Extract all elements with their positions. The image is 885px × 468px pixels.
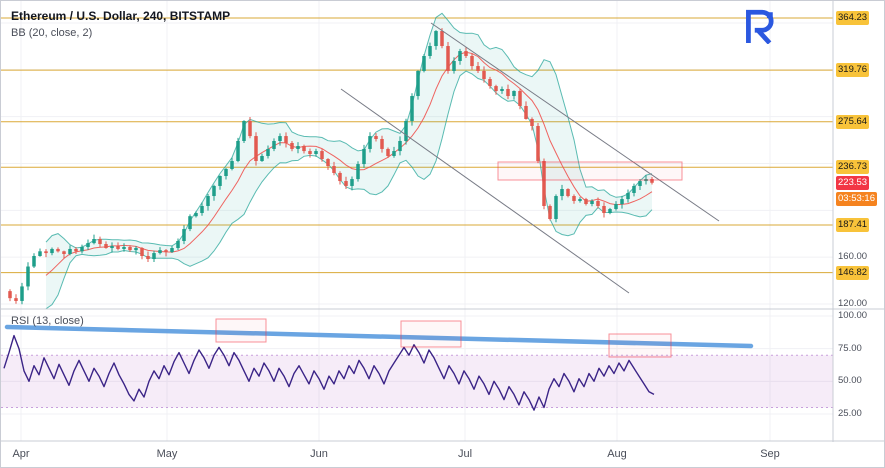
rsi-tick-label: 25.00 — [838, 408, 862, 419]
rsi-rectangles[interactable] — [215, 318, 672, 358]
rsi-plot — [3, 334, 655, 411]
bollinger-bands — [45, 12, 653, 309]
bb-indicator-label[interactable]: BB (20, close, 2) — [11, 27, 93, 39]
rsi-band — [1, 354, 833, 408]
price-line-label: 236.73 — [836, 160, 870, 174]
countdown-label: 03:53:16 — [836, 192, 877, 206]
price-line-label: 319.76 — [836, 63, 870, 77]
price-line-label: 187.41 — [836, 218, 870, 232]
time-label: Jul — [457, 448, 473, 460]
rsi-tick-label: 100.00 — [838, 310, 868, 321]
time-label: Apr — [12, 448, 30, 460]
time-label: Sep — [760, 448, 780, 460]
broker-logo — [743, 8, 775, 45]
rsi-tick-label: 75.00 — [838, 343, 862, 354]
price-line-label: 364.23 — [836, 11, 870, 25]
symbol-title[interactable]: Ethereum / U.S. Dollar, 240, BITSTAMP — [11, 9, 231, 23]
candles — [8, 28, 654, 305]
grid — [1, 1, 833, 441]
horizontal-price-lines[interactable] — [1, 17, 833, 274]
broker-logo-icon — [746, 9, 774, 45]
time-label: May — [156, 448, 178, 460]
price-axis[interactable]: 364.23 319.76 275.64 236.73 187.41 146.82 160.… — [834, 1, 884, 441]
price-line-label: 275.64 — [836, 115, 870, 129]
trend-lines[interactable] — [340, 22, 720, 294]
time-axis[interactable]: Apr May Jun Jul Aug Sep — [1, 442, 884, 467]
time-label: Jun — [310, 448, 328, 460]
rsi-tick-label: 50.00 — [838, 375, 862, 386]
rsi-indicator-label[interactable]: RSI (13, close) — [11, 315, 84, 327]
last-price-label: 223.53 — [836, 176, 870, 190]
price-tick-label: 120.00 — [838, 298, 868, 309]
price-line-label: 146.82 — [836, 266, 870, 280]
price-rectangle[interactable] — [497, 161, 683, 181]
rsi-trend-line[interactable] — [4, 324, 754, 349]
price-tick-label: 160.00 — [838, 251, 868, 262]
time-label: Aug — [607, 448, 627, 460]
